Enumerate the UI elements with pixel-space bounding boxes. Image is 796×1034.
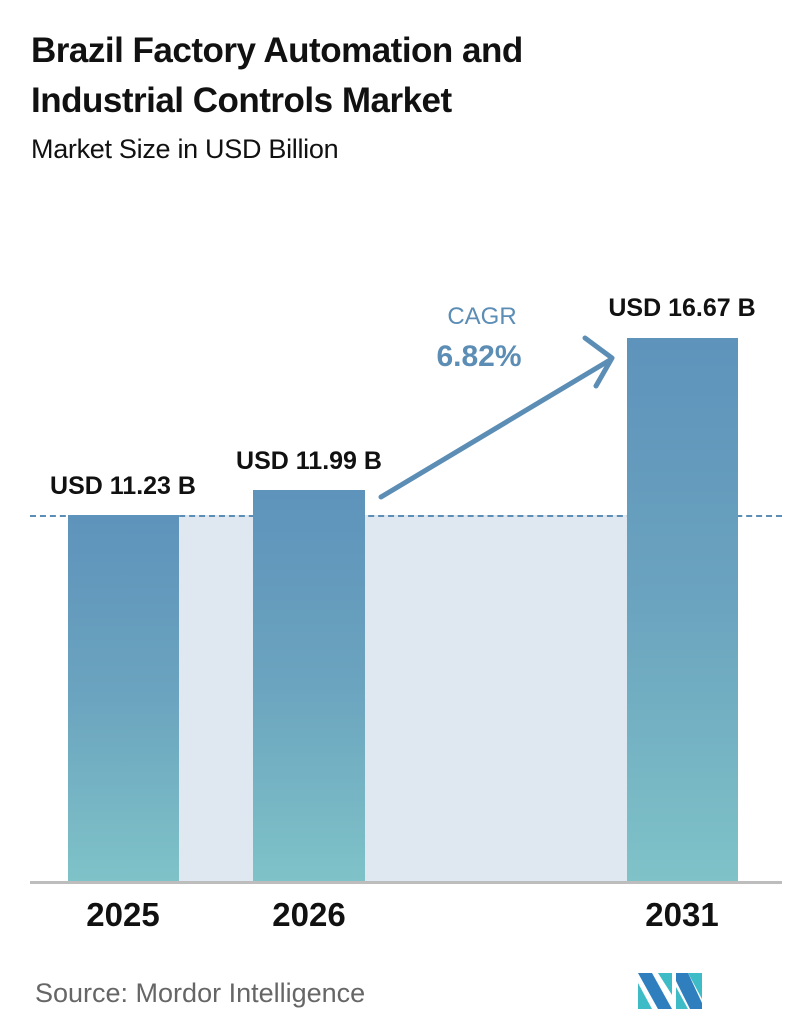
value-label-2026: USD 11.99 B — [236, 447, 382, 475]
baseline-band — [68, 515, 738, 882]
bar-2025 — [68, 515, 179, 882]
chart-subtitle: Market Size in USD Billion — [31, 134, 339, 164]
x-label-2025: 2025 — [86, 896, 160, 933]
title-line-1: Brazil Factory Automation and — [31, 31, 523, 70]
bar-2026 — [253, 490, 365, 882]
source-note: Source: Mordor Intelligence — [35, 978, 366, 1008]
cagr-value: 6.82% — [436, 340, 522, 373]
mordor-logo-icon — [638, 973, 702, 1009]
value-label-2031: USD 16.67 B — [608, 294, 756, 322]
value-label-2025: USD 11.23 B — [50, 472, 196, 500]
x-label-2026: 2026 — [272, 896, 346, 933]
x-axis-line — [30, 881, 782, 884]
cagr-label: CAGR — [447, 303, 517, 330]
title-line-2: Industrial Controls Market — [31, 81, 452, 120]
reference-dashed-line — [30, 515, 782, 517]
bar-2031 — [627, 338, 738, 882]
x-label-2031: 2031 — [645, 896, 719, 933]
chart-title: Brazil Factory Automation and Industrial… — [31, 26, 523, 126]
